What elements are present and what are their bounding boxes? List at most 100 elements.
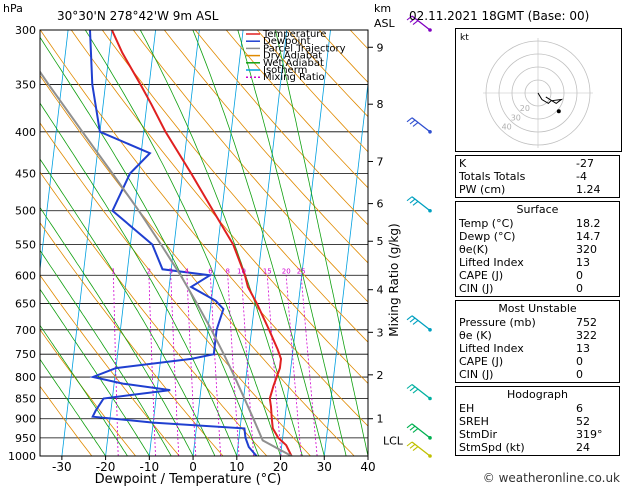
pressure-tick-label: 800 (15, 371, 36, 384)
pressure-tick-label: 350 (15, 79, 36, 92)
unstable-theta-label: θe (K) (459, 329, 492, 342)
wet-adiabat-line (40, 36, 260, 456)
surface-box: Surface Temp (°C) 18.2 Dewp (°C) 14.7 θe(K… (455, 201, 620, 297)
sreh-value: 52 (576, 415, 590, 428)
dry-adiabat-line (256, 30, 368, 153)
km-tick-label: 9 (377, 41, 384, 54)
totals-label: Totals Totals (459, 170, 526, 183)
temp-tick-label: -20 (96, 460, 116, 474)
temp-tick-label: -30 (52, 460, 72, 474)
mixing-ratio-label: 20 (282, 267, 291, 275)
wind-barb-flag (412, 446, 419, 452)
pressure-tick-label: 700 (15, 324, 36, 337)
isotherm-line (280, 30, 331, 456)
wind-barb-dot (428, 396, 432, 401)
mixing-ratio-line (285, 275, 302, 456)
pressure-tick-label: 850 (15, 392, 36, 405)
location-title: 30°30'N 278°42'W 9m ASL (57, 9, 219, 23)
wind-barb-flag (409, 17, 416, 23)
datetime-title: 02.11.2021 18GMT (Base: 00) (409, 9, 589, 23)
mixing-ratio-label: 10 (237, 267, 246, 275)
wind-barb-dot (428, 436, 432, 440)
surface-theta-value: 320 (576, 243, 597, 256)
wet-adiabat-line (40, 288, 150, 456)
dry-adiabat-line (101, 30, 368, 343)
dry-adiabat-line (40, 122, 311, 456)
wet-adiabat-line (40, 102, 238, 456)
wind-barb-flag (406, 315, 413, 321)
wind-barb-flag (406, 423, 413, 429)
isotherm-line (148, 30, 200, 456)
indices-panel: K -27 Totals Totals -4 PW (cm) 1.24 Surface… (455, 155, 620, 459)
totals-value: -4 (576, 170, 587, 183)
wind-barb-flag (406, 15, 413, 21)
wet-adiabat-line (139, 30, 303, 456)
eh-value: 6 (576, 402, 583, 415)
km-tick-label: 1 (377, 413, 384, 426)
temp-tick-label: 40 (360, 460, 375, 474)
mixing-ratio-line (266, 275, 282, 456)
surface-title: Surface (516, 203, 559, 216)
hodograph-table: Hodograph EH 6 SREH 52 StmDir 319° StmSpd (… (455, 386, 620, 456)
temp-tick-label: 10 (229, 460, 244, 474)
wind-barb-flag (412, 20, 419, 26)
surface-dewp-label: Dewp (°C) (459, 230, 516, 243)
wet-adiabat-line (84, 30, 281, 456)
surface-cape-value: 0 (576, 269, 583, 282)
mixing-ratio-line (210, 275, 222, 456)
dewpoint-profile (89, 30, 258, 456)
dry-adiabat-line (40, 171, 268, 456)
dry-adiabat-line (40, 30, 368, 427)
mixing-ratio-line (227, 275, 240, 456)
unstable-cape-label: CAPE (J) (459, 355, 504, 368)
hodo-trace (537, 92, 564, 105)
wind-barb-dot (428, 129, 432, 134)
dry-adiabat-line (132, 30, 368, 303)
hpa-label: hPa (3, 2, 23, 15)
dry-adiabat-line (40, 222, 224, 456)
mixing-ratio-label: 25 (297, 267, 306, 275)
surface-cin-value: 0 (576, 282, 583, 295)
mixing-ratio-label: 3 (169, 267, 173, 275)
km-tick-label: 2 (377, 369, 384, 382)
temp-tick-label: -10 (140, 460, 160, 474)
stmdir-value: 319° (576, 428, 603, 441)
isotherm-line (61, 30, 113, 456)
wet-adiabat-line (40, 158, 216, 456)
stmspd-value: 24 (576, 441, 590, 454)
wind-barb-flag (409, 443, 416, 449)
km-tick-label: 6 (377, 198, 384, 211)
pressure-tick-label: 600 (15, 269, 36, 282)
legend-label: Parcel Trajectory (263, 43, 346, 54)
plot-frame (39, 29, 369, 457)
pressure-tick-label: 950 (15, 432, 36, 445)
unstable-pres-value: 752 (576, 316, 597, 329)
unstable-cin-label: CIN (J) (459, 368, 494, 381)
mixing-ratio-line (186, 275, 197, 456)
mixing-ratio-label: 1 (111, 267, 115, 275)
surface-cape-label: CAPE (J) (459, 269, 504, 282)
wind-barb-dot (428, 28, 432, 32)
pressure-tick-label: 500 (15, 205, 36, 218)
mixing-ratio-label: 8 (225, 267, 229, 275)
dry-adiabat-line (225, 30, 368, 189)
eh-label: EH (459, 402, 475, 415)
asl-label: ASL (374, 17, 396, 30)
isotherm-line (192, 30, 244, 456)
hodo-ring-label: 40 (502, 122, 512, 131)
dry-adiabat-line (40, 328, 136, 456)
lcl-label: LCL (383, 434, 404, 447)
mixing-ratio-line (113, 275, 119, 456)
wind-barb-dot (428, 327, 432, 332)
pressure-tick-label: 1000 (8, 450, 36, 463)
wind-barb-flag (409, 119, 416, 125)
wind-barb-flag (412, 388, 419, 394)
legend-label: Temperature (262, 29, 326, 40)
mixing-ratio-label: 6 (208, 267, 213, 275)
dry-adiabat-line (163, 30, 368, 264)
unstable-li-label: Lifted Index (459, 342, 524, 355)
wind-barb-flag (412, 200, 419, 206)
pressure-tick-label: 400 (15, 126, 36, 139)
pressure-tick-label: 300 (15, 24, 36, 37)
